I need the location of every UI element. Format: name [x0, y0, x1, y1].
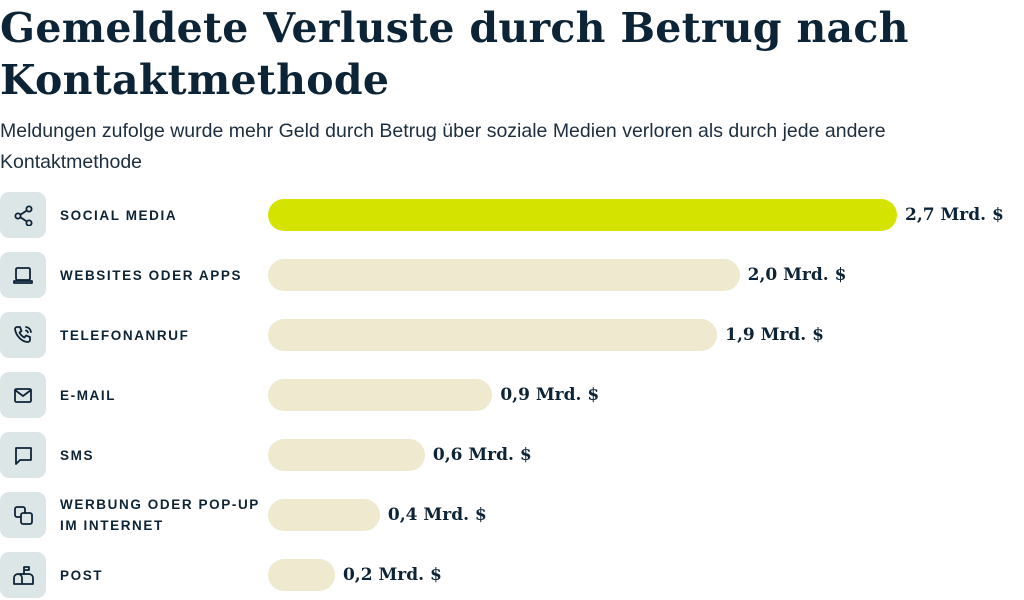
bar	[268, 559, 335, 591]
category-label: POST	[60, 567, 104, 583]
bar-row: SOCIAL MEDIA 2,7 Mrd. $	[0, 192, 1024, 240]
phone-call-icon	[0, 312, 46, 358]
bar-row: E-MAIL 0,9 Mrd. $	[0, 372, 1024, 420]
mail-icon	[0, 372, 46, 418]
chart-subtitle: Meldungen zufolge wurde mehr Geld durch …	[0, 120, 886, 173]
bar	[268, 199, 897, 231]
bar	[268, 259, 740, 291]
bar-row: WEBSITES ODER APPS 2,0 Mrd. $	[0, 252, 1024, 300]
bar-row: SMS 0,6 Mrd. $	[0, 432, 1024, 480]
chat-bubble-icon	[0, 432, 46, 478]
laptop-icon	[0, 252, 46, 298]
bar-row: TELEFONANRUF 1,9 Mrd. $	[0, 312, 1024, 360]
category-label: TELEFONANRUF	[60, 327, 190, 343]
category-label: SOCIAL MEDIA	[60, 207, 178, 223]
value-label: 2,7 Mrd. $	[905, 205, 1004, 225]
bar	[268, 439, 425, 471]
share-icon	[0, 192, 46, 238]
bar	[268, 499, 380, 531]
value-label: 0,4 Mrd. $	[387, 505, 487, 525]
value-label: 0,2 Mrd. $	[342, 565, 442, 585]
category-label: WERBUNG ODER POP-UP IM INTERNET	[60, 497, 260, 533]
value-label: 0,9 Mrd. $	[500, 385, 600, 405]
value-label: 0,6 Mrd. $	[432, 445, 532, 465]
value-label: 2,0 Mrd. $	[747, 265, 847, 285]
mailbox-icon	[0, 552, 46, 598]
bar	[268, 379, 493, 411]
chart-title: Gemeldete Verluste durch Betrug nach Kon…	[0, 4, 909, 104]
bar	[268, 319, 718, 351]
value-label: 1,9 Mrd. $	[725, 325, 824, 345]
category-label: WEBSITES ODER APPS	[60, 267, 243, 283]
bar-row: WERBUNG ODER POP-UP IM INTERNET 0,4 Mrd. …	[0, 492, 1024, 540]
bar-row: POST 0,2 Mrd. $	[0, 552, 1024, 600]
popup-windows-icon	[0, 492, 46, 538]
category-label: SMS	[60, 447, 95, 463]
category-label: E-MAIL	[60, 387, 117, 403]
